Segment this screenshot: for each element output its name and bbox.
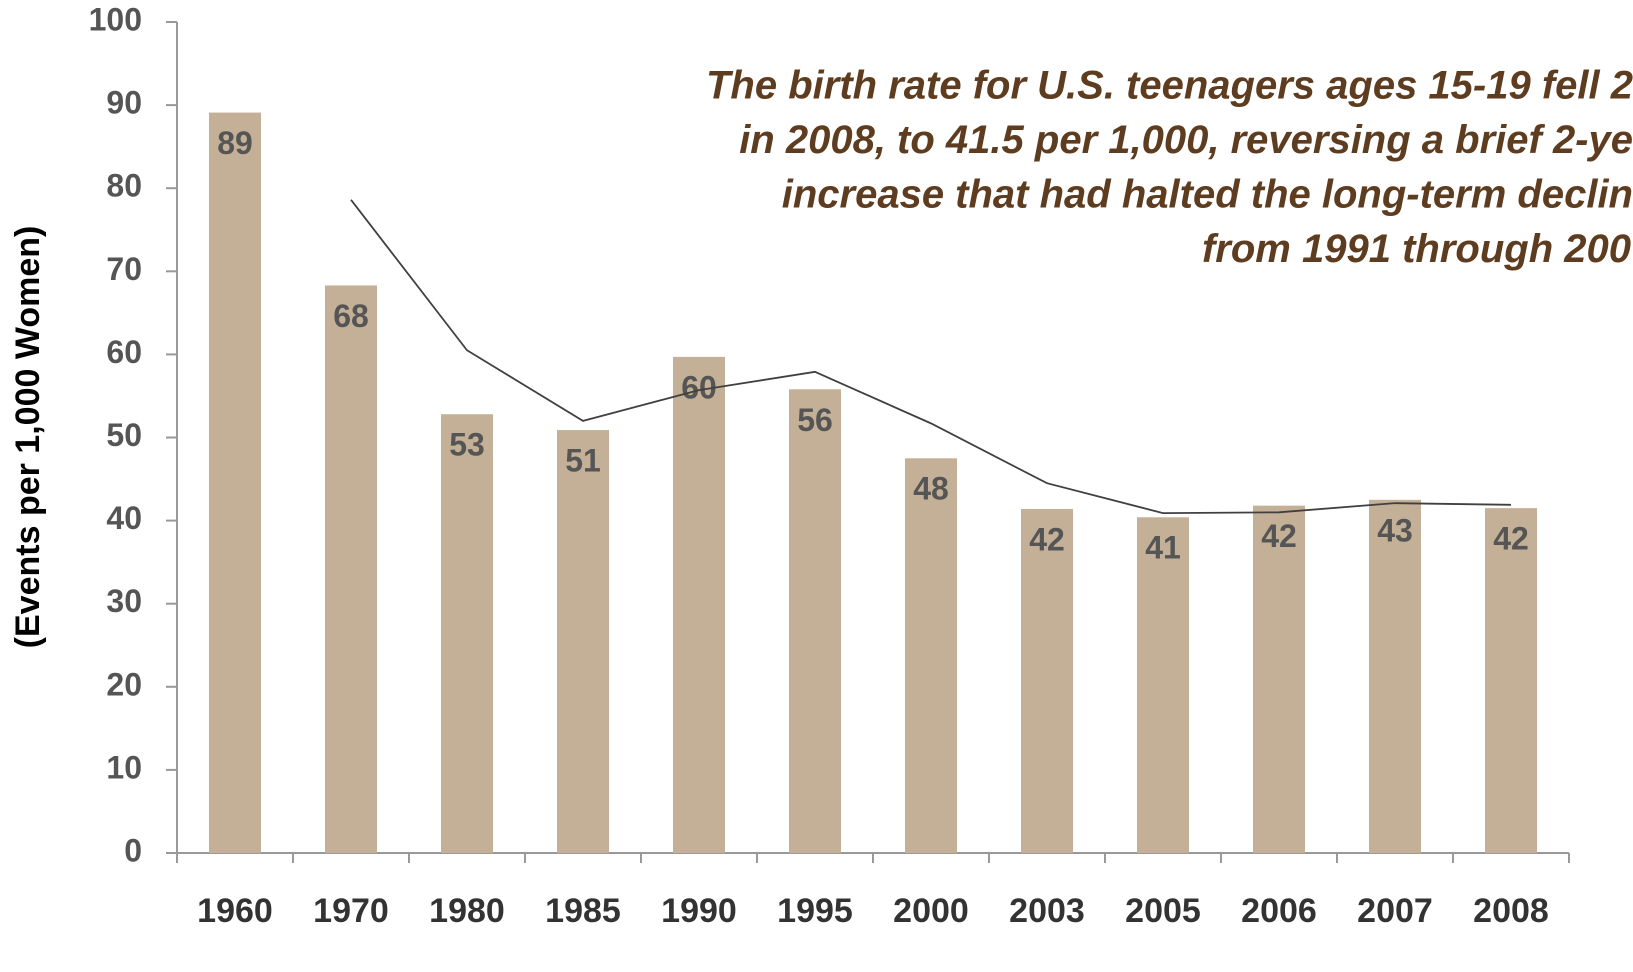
x-tick-label: 2006 xyxy=(1241,892,1317,930)
data-label: 48 xyxy=(913,471,949,507)
annotation: in 2008, to 41.5 per 1,000, reversing a … xyxy=(739,118,1633,162)
bar xyxy=(1485,508,1537,853)
data-label: 42 xyxy=(1261,518,1297,554)
bar xyxy=(325,285,377,853)
y-tick-label: 20 xyxy=(106,666,142,702)
x-tick-label: 1980 xyxy=(429,892,505,930)
data-label: 43 xyxy=(1377,512,1413,548)
x-tick-label: 1960 xyxy=(197,892,273,930)
y-tick-label: 60 xyxy=(106,334,142,370)
x-tick-label: 2003 xyxy=(1009,892,1085,930)
y-tick-label: 80 xyxy=(106,168,142,204)
annotation: from 1991 through 200 xyxy=(1202,227,1631,271)
data-label: 42 xyxy=(1029,521,1065,557)
x-tick-label: 1970 xyxy=(313,892,389,930)
x-tick-label: 2008 xyxy=(1473,892,1549,930)
data-label: 89 xyxy=(217,125,253,161)
bar xyxy=(1253,505,1305,853)
data-label: 53 xyxy=(449,427,485,463)
bar xyxy=(905,458,957,853)
y-tick-label: 40 xyxy=(106,500,142,536)
x-tick-label: 2005 xyxy=(1125,892,1201,930)
data-label: 41 xyxy=(1145,530,1181,566)
data-label: 56 xyxy=(797,402,833,438)
bar xyxy=(209,112,261,854)
x-tick-label: 1995 xyxy=(777,892,853,930)
line xyxy=(350,199,1512,515)
bar xyxy=(789,389,841,853)
y-tick-label: 50 xyxy=(106,417,142,453)
y-tick-label: 30 xyxy=(106,583,142,619)
bar xyxy=(1369,499,1421,853)
data-label: 42 xyxy=(1493,521,1529,557)
annotation: increase that had halted the long-term d… xyxy=(782,173,1633,217)
y-axis-label: (Events per 1,000 Women) xyxy=(9,226,47,649)
x-tick-label: 2000 xyxy=(893,892,969,930)
y-tick-label: 100 xyxy=(89,1,142,37)
bar xyxy=(557,430,609,853)
y-tick-label: 10 xyxy=(106,749,142,785)
y-tick-label: 90 xyxy=(106,85,142,121)
y-tick-label: 70 xyxy=(106,251,142,287)
y-tick-label: 0 xyxy=(124,832,142,868)
x-tick-label: 2007 xyxy=(1357,892,1433,930)
x-tick-label: 1990 xyxy=(661,892,737,930)
data-label: 68 xyxy=(333,298,369,334)
data-label: 51 xyxy=(565,442,601,478)
annotation: The birth rate for U.S. teenagers ages 1… xyxy=(706,64,1633,108)
bar xyxy=(1021,508,1073,853)
bar xyxy=(673,356,725,853)
x-tick-label: 1985 xyxy=(545,892,621,930)
bar xyxy=(441,414,493,853)
data-label: 60 xyxy=(681,369,717,405)
bar xyxy=(1137,517,1189,853)
